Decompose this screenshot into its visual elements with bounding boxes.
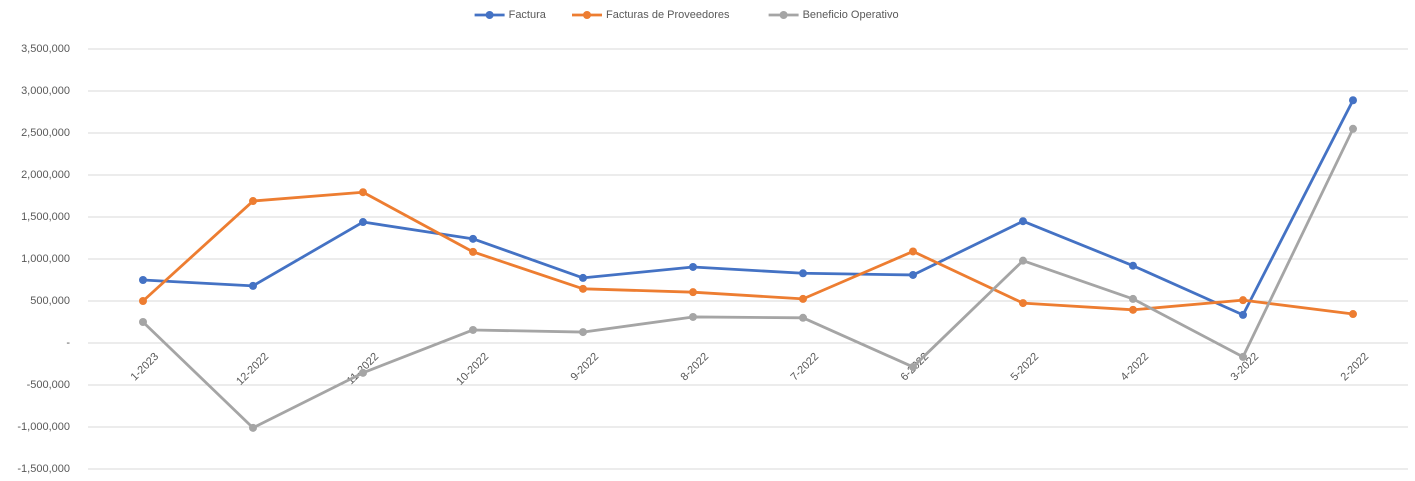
data-point (579, 273, 587, 282)
data-point (579, 284, 587, 293)
x-tick-label: 7-2022 (788, 351, 821, 384)
data-point (1129, 261, 1137, 270)
series-line (142, 99, 1355, 317)
y-tick-label: -1,500,000 (17, 463, 70, 475)
y-tick-label: 3,500,000 (21, 43, 70, 55)
legend-marker (485, 11, 494, 19)
data-point (909, 247, 917, 256)
data-point (799, 294, 807, 303)
series-line (142, 190, 1354, 316)
data-point (1019, 217, 1027, 226)
data-point (799, 313, 807, 322)
data-point (909, 362, 917, 371)
data-point (799, 269, 807, 278)
data-point (1349, 310, 1357, 319)
x-tick-label: 4-2022 (1118, 351, 1151, 384)
data-point (139, 297, 147, 305)
y-tick-label: 1,500,000 (21, 211, 70, 223)
data-point (249, 423, 257, 432)
data-point (359, 218, 367, 227)
y-tick-label: 2,000,000 (21, 169, 70, 181)
legend-marker (779, 11, 788, 19)
legend-marker (583, 11, 591, 19)
data-point (469, 234, 477, 243)
data-point (1129, 305, 1137, 314)
data-point (139, 318, 147, 326)
data-point (909, 270, 917, 279)
x-tick-label: 5-2022 (1008, 351, 1041, 384)
x-tick-label: 10-2022 (454, 351, 491, 388)
y-tick-label: -1,000,000 (17, 421, 70, 433)
data-point (139, 276, 147, 284)
x-tick-label: 1-2023 (128, 351, 161, 384)
data-point (1019, 256, 1027, 265)
y-tick-label: 1,000,000 (21, 253, 70, 265)
data-point (1239, 310, 1247, 319)
data-point (689, 312, 697, 321)
legend-label: Factura (509, 9, 547, 21)
x-tick-label: 2-2022 (1338, 351, 1371, 384)
x-tick-label: 9-2022 (568, 351, 601, 384)
x-tick-label: 12-2022 (234, 351, 271, 388)
data-point (469, 247, 477, 256)
data-point (1019, 299, 1027, 308)
data-point (1129, 294, 1137, 303)
y-tick-label: - (66, 337, 70, 349)
series-line (142, 128, 1355, 430)
data-point (359, 368, 367, 377)
legend-label: Facturas de Proveedores (606, 9, 730, 21)
legend: Factura Facturas de Proveedores Beneficio … (474, 9, 899, 21)
data-point (249, 281, 257, 290)
data-point (1239, 352, 1247, 361)
data-point (689, 262, 697, 271)
data-point (1239, 296, 1247, 305)
y-tick-label: 500,000 (30, 295, 70, 307)
y-tick-label: -500,000 (27, 379, 70, 391)
y-tick-label: 3,000,000 (21, 85, 70, 97)
data-point (359, 188, 367, 197)
data-point (1349, 96, 1357, 105)
data-point (579, 328, 587, 337)
data-point (249, 197, 257, 206)
legend-label: Beneficio Operativo (803, 9, 899, 21)
x-tick-label: 8-2022 (678, 351, 711, 384)
y-tick-label: 2,500,000 (21, 127, 70, 139)
data-point (1349, 124, 1357, 133)
data-point (689, 288, 697, 297)
data-point (469, 325, 477, 334)
